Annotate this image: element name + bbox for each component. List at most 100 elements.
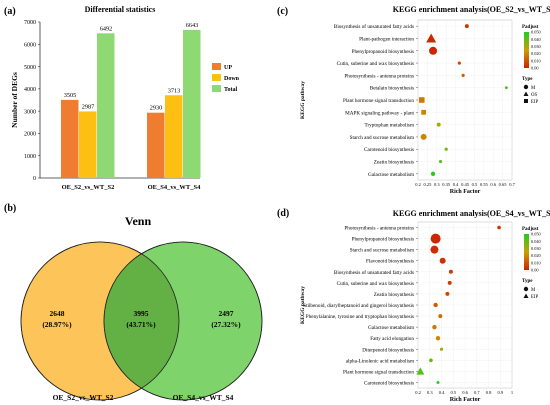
venn-title: Venn xyxy=(125,214,152,228)
colorbar-tick-label: 0.020 xyxy=(531,51,541,56)
pathway-label: Phenylpropanoid biosynthesis xyxy=(352,49,414,55)
bar xyxy=(183,29,201,179)
type-legend-label: EIP xyxy=(531,295,539,300)
pathway-label: Galactose metabolism xyxy=(368,325,414,331)
y-tick-label: 3000 xyxy=(24,109,36,115)
x-tick-label: 0.3 xyxy=(427,390,433,395)
bar xyxy=(97,33,115,179)
data-point-circle xyxy=(430,245,439,254)
y-tick-label: 6000 xyxy=(24,42,36,48)
pathway-label: Fatty acid elongation xyxy=(370,336,414,342)
y-tick-label: 0 xyxy=(33,176,36,182)
venn-region-count: 2497 xyxy=(219,309,234,318)
pathway-label: Plant hormone signal transduction xyxy=(343,98,414,104)
venn-set-label: OE_S4_vs_WT_S4 xyxy=(173,393,234,402)
data-point-circle xyxy=(433,302,438,308)
colorbar-tick-label: 0.010 xyxy=(531,260,541,265)
x-tick-label: 0.65 xyxy=(499,182,508,187)
data-point-circle xyxy=(504,86,508,90)
legend-label: Total xyxy=(224,87,237,93)
panel-label-c: (c) xyxy=(277,6,288,17)
venn-region-count: 2648 xyxy=(50,309,65,318)
x-tick-label: 0.25 xyxy=(423,182,432,187)
data-point-circle xyxy=(445,291,450,296)
bar-value-label: 3713 xyxy=(168,87,181,94)
pathway-label: Stilbenoid, diarylheptanoid and gingerol… xyxy=(303,303,414,309)
data-point-circle xyxy=(457,61,461,65)
colorbar-tick-label: 0.040 xyxy=(531,239,541,244)
type-legend-label: M xyxy=(531,288,536,293)
x-axis-label: Rich Factor xyxy=(450,189,481,195)
y-tick-label: 4000 xyxy=(24,87,36,93)
venn-region-percent: (43.71%) xyxy=(126,320,156,329)
data-point-circle xyxy=(420,133,427,140)
pathway-label: Plant hormone signal transduction xyxy=(343,369,414,375)
bar-value-label: 6492 xyxy=(100,25,113,32)
type-legend-circle xyxy=(523,84,529,90)
x-tick-label: 0.55 xyxy=(480,182,489,187)
bar xyxy=(165,95,183,178)
type-legend-square xyxy=(524,99,528,103)
venn-region-count: 3995 xyxy=(134,309,149,318)
venn-region-percent: (27.32%) xyxy=(211,320,241,329)
colorbar-tick-label: 0.030 xyxy=(531,44,541,49)
bar-value-label: 3505 xyxy=(64,92,77,99)
legend-swatch xyxy=(212,74,221,81)
x-tick-label: 0.5 xyxy=(450,390,456,395)
bar xyxy=(79,111,97,178)
bar xyxy=(147,112,165,178)
x-tick-label: 0.4 xyxy=(453,182,459,187)
panel-label-a: (a) xyxy=(4,6,16,17)
type-legend-circle xyxy=(523,286,529,292)
pathway-label: Zeatin biosynthesis xyxy=(374,292,414,298)
category-label: OE_S2_vs_WT_S2 xyxy=(62,184,115,191)
data-point-square xyxy=(418,97,425,103)
pathway-label: Betalain biosynthesis xyxy=(370,86,414,92)
y-axis-label: KEGG pathway xyxy=(300,81,306,119)
pathway-label: alpha-Linolenic acid metabolism xyxy=(346,358,414,364)
pathway-label: Flavonoid biosynthesis xyxy=(366,259,414,265)
bar-value-label: 2987 xyxy=(82,103,95,110)
pathway-label: Galactose metabolism xyxy=(368,172,414,178)
venn-diagram: Venn 2648 (28.97%) 3995 (43.71%) 2497 (27.32%)… xyxy=(20,214,263,402)
legend-label: Down xyxy=(224,76,240,82)
colorbar-tick-label: 0.040 xyxy=(531,37,541,42)
y-axis-label: KEGG pathway xyxy=(300,286,306,324)
data-point-circle xyxy=(439,347,444,351)
y-tick-label: 7000 xyxy=(24,20,36,26)
pathway-label: Plant-pathogen interaction xyxy=(359,36,414,42)
data-point-circle xyxy=(436,380,440,384)
pathway-label: Photosynthesis - antenna proteins xyxy=(344,226,414,232)
pathway-label: Zeatin biosynthesis xyxy=(374,160,414,166)
type-legend-title: Type xyxy=(522,279,533,284)
bar-value-label: 6643 xyxy=(186,22,199,29)
type-legend-label: EIP xyxy=(531,100,539,105)
pathway-label: Carotenoid biosynthesis xyxy=(364,380,414,386)
y-tick-label: 5000 xyxy=(24,65,36,71)
y-tick-label: 1000 xyxy=(24,154,36,160)
data-point-circle xyxy=(448,269,453,274)
legend-swatch xyxy=(212,63,221,70)
data-point-square xyxy=(421,109,427,115)
x-tick-label: 0.7 xyxy=(509,182,515,187)
data-point-circle xyxy=(436,122,441,127)
colorbar-title: Padjust xyxy=(522,227,539,232)
type-legend-title: Type xyxy=(522,77,533,82)
pathway-label: Phenylalanine, tyrosine and tryptophan b… xyxy=(306,314,414,320)
x-tick-label: 0.6 xyxy=(490,182,496,187)
panel-label-d: (d) xyxy=(277,208,289,219)
bar-chart-differential-statistics: Differential statistics 0 1000 2000 3000 4000… xyxy=(10,5,240,191)
y-tick-label: 2000 xyxy=(24,132,36,138)
venn-overlap xyxy=(104,242,179,400)
x-tick-label: 0.4 xyxy=(439,390,445,395)
chart-title: Differential statistics xyxy=(85,5,156,14)
x-tick-label: 0.35 xyxy=(442,182,451,187)
x-tick-label: 0.3 xyxy=(434,182,440,187)
dotplot-title: KEGG enrichment analysis(OE_S4_vs_WT_S4) xyxy=(393,209,550,218)
pathway-label: Biosynthesis of unsaturated fatty acids xyxy=(334,23,414,30)
colorbar-title: Padjust xyxy=(522,25,539,30)
y-axis-label: Number of DEGs xyxy=(10,72,19,128)
x-tick-label: 0.7 xyxy=(474,390,480,395)
data-point-circle xyxy=(461,73,465,77)
